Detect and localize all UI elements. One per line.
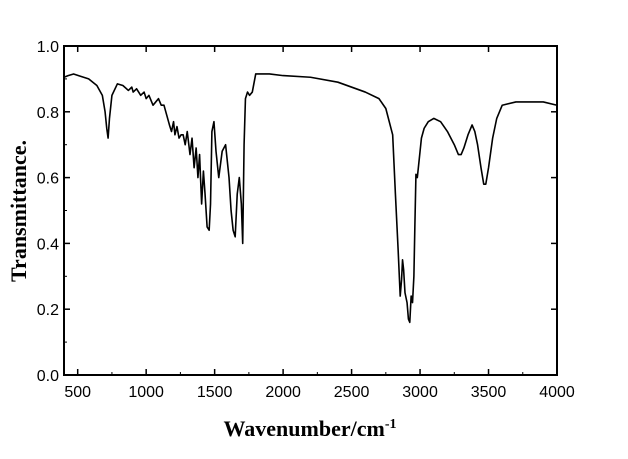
axis-labels: Wavenumber/cm-1 Transmittance.	[6, 140, 397, 441]
x-axis-title: Wavenumber/cm-1	[224, 416, 397, 441]
y-tick-label: 0.8	[37, 105, 59, 122]
x-tick-label: 2000	[265, 384, 301, 401]
x-axis-title-text: Wavenumber/cm	[224, 416, 385, 441]
y-tick-label: 1.0	[37, 39, 59, 56]
y-axis-title: Transmittance.	[6, 140, 31, 282]
x-tick-label: 2500	[334, 384, 370, 401]
x-tick-label: 1500	[197, 384, 233, 401]
x-tick-label: 4000	[539, 384, 575, 401]
x-axis-title-superscript: -1	[385, 417, 397, 432]
x-tick-label: 3500	[471, 384, 507, 401]
y-tick-label: 0.4	[37, 236, 59, 253]
x-tick-label: 1000	[128, 384, 164, 401]
x-tick-label: 500	[64, 384, 91, 401]
y-tick-label: 0.6	[37, 171, 59, 188]
plot-area	[63, 73, 558, 324]
axes: 500 1000 1500 2000 2500 3000 3500 4000 0.0 0.2 0.4…	[37, 39, 575, 401]
plot-frame	[63, 45, 558, 376]
y-tick-label: 0.0	[37, 368, 59, 385]
x-tick-label: 3000	[402, 384, 438, 401]
y-tick-label: 0.2	[37, 302, 59, 319]
spectrum-line	[63, 73, 558, 324]
